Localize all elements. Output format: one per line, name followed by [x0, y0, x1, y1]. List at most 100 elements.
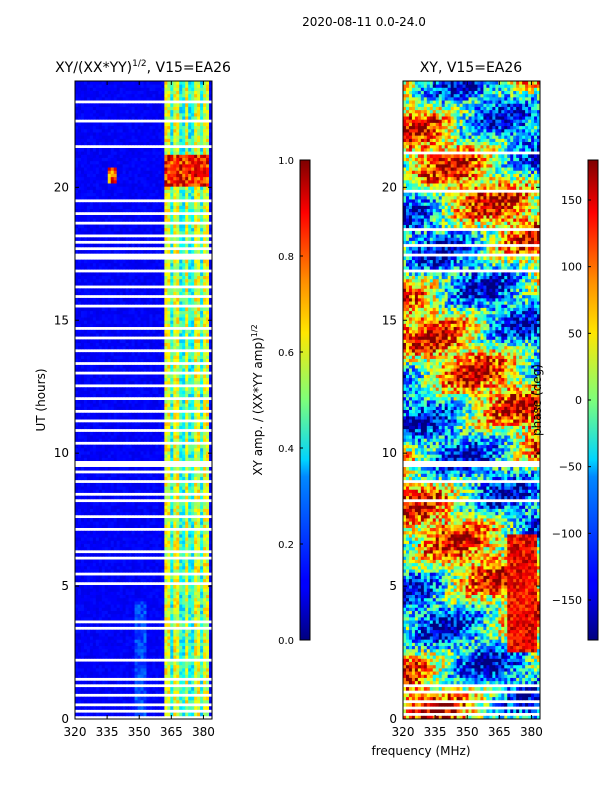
- heatmap-cell: [119, 339, 124, 343]
- heatmap-cell: [80, 451, 85, 455]
- heatmap-cell: [80, 585, 85, 589]
- heatmap-cell: [164, 457, 168, 462]
- heatmap-cell: [80, 642, 85, 647]
- heatmap-cell: [179, 447, 183, 452]
- heatmap-cell: [80, 524, 85, 528]
- heatmap-cell: [155, 664, 159, 669]
- heatmap-cell: [146, 266, 150, 270]
- heatmap-cell: [173, 400, 177, 404]
- heatmap-cell: [75, 406, 79, 410]
- heatmap-cell: [173, 616, 177, 621]
- heatmap-cell: [209, 518, 212, 522]
- heatmap-cell: [116, 661, 121, 666]
- heatmap-cell: [188, 623, 192, 627]
- heatmap-cell: [161, 415, 165, 420]
- heatmap-cell: [131, 553, 135, 557]
- heatmap-cell: [149, 431, 153, 436]
- heatmap-cell: [200, 699, 204, 704]
- heatmap-cell: [167, 364, 171, 369]
- heatmap-cell: [116, 594, 121, 599]
- heatmap-cell: [194, 310, 198, 315]
- heatmap-cell: [75, 342, 79, 347]
- heatmap-cell: [161, 358, 165, 363]
- heatmap-cell: [155, 425, 159, 430]
- heatmap-cell: [209, 502, 212, 506]
- heatmap-cell: [140, 466, 144, 471]
- heatmap-cell: [143, 377, 147, 382]
- heatmap-cell: [167, 518, 171, 522]
- heatmap-cell: [164, 518, 168, 522]
- heatmap-cell: [83, 645, 88, 650]
- heatmap-cell: [185, 639, 189, 643]
- heatmap-cell: [92, 415, 97, 420]
- heatmap-cell: [164, 578, 168, 583]
- heatmap-cell: [203, 546, 207, 551]
- heatmap-cell: [155, 591, 159, 595]
- heatmap-cell: [206, 364, 210, 369]
- heatmap-cell: [140, 310, 144, 315]
- heatmap-cell: [164, 508, 168, 513]
- heatmap-cell: [98, 281, 103, 286]
- heatmap-cell: [107, 674, 112, 678]
- heatmap-cell: [116, 530, 121, 535]
- heatmap-cell: [206, 431, 210, 436]
- heatmap-cell: [95, 652, 100, 656]
- heatmap-cell: [200, 610, 204, 615]
- heatmap-cell: [107, 403, 112, 407]
- heatmap-cell: [134, 607, 138, 611]
- heatmap-cell: [176, 502, 180, 506]
- heatmap-cell: [203, 447, 207, 452]
- heatmap-cell: [149, 435, 153, 439]
- heatmap-cell: [140, 655, 144, 659]
- heatmap-cell: [131, 537, 135, 541]
- heatmap-cell: [206, 380, 210, 385]
- heatmap-cell: [92, 600, 97, 605]
- heatmap-cell: [125, 374, 130, 379]
- heatmap-cell: [89, 438, 94, 442]
- heatmap-cell: [209, 320, 212, 324]
- heatmap-cell: [200, 585, 204, 589]
- heatmap-cell: [194, 559, 198, 564]
- heatmap-cell: [110, 648, 115, 653]
- heatmap-cell: [176, 451, 180, 455]
- heatmap-cell: [158, 616, 162, 621]
- heatmap-cell: [152, 364, 156, 369]
- heatmap-cell: [152, 297, 156, 302]
- heatmap-cell: [155, 281, 159, 286]
- heatmap-cell: [191, 368, 195, 372]
- heatmap-cell: [125, 508, 130, 513]
- heatmap-cell: [164, 262, 168, 267]
- heatmap-cell: [131, 374, 135, 379]
- heatmap-cell: [104, 272, 109, 276]
- heatmap-cell: [209, 524, 212, 528]
- heatmap-cell: [158, 387, 162, 391]
- heatmap-cell: [101, 435, 106, 439]
- heatmap-cell: [200, 482, 204, 487]
- heatmap-cell: [125, 664, 130, 669]
- heatmap-cell: [77, 368, 82, 372]
- heatmap-cell: [143, 403, 147, 407]
- heatmap-cell: [75, 278, 79, 283]
- heatmap-cell: [131, 301, 135, 305]
- heatmap-cell: [113, 610, 118, 615]
- heatmap-cell: [92, 636, 97, 640]
- heatmap-cell: [146, 645, 150, 650]
- heatmap-cell: [158, 317, 162, 321]
- heatmap-cell: [152, 307, 156, 312]
- heatmap-cell: [75, 565, 79, 570]
- heatmap-cell: [134, 266, 138, 270]
- heatmap-cell: [113, 629, 118, 634]
- heatmap-cell: [188, 530, 192, 535]
- heatmap-cell: [185, 553, 189, 557]
- heatmap-cell: [92, 266, 97, 270]
- heatmap-cell: [77, 250, 82, 254]
- heatmap-cell: [75, 329, 79, 334]
- heatmap-cell: [116, 616, 121, 621]
- heatmap-cell: [80, 521, 85, 525]
- heatmap-cell: [80, 368, 85, 372]
- heatmap-cell: [155, 377, 159, 382]
- heatmap-cell: [113, 406, 118, 410]
- heatmap-cell: [167, 393, 171, 398]
- heatmap-cell: [191, 521, 195, 525]
- heatmap-cell: [83, 648, 88, 653]
